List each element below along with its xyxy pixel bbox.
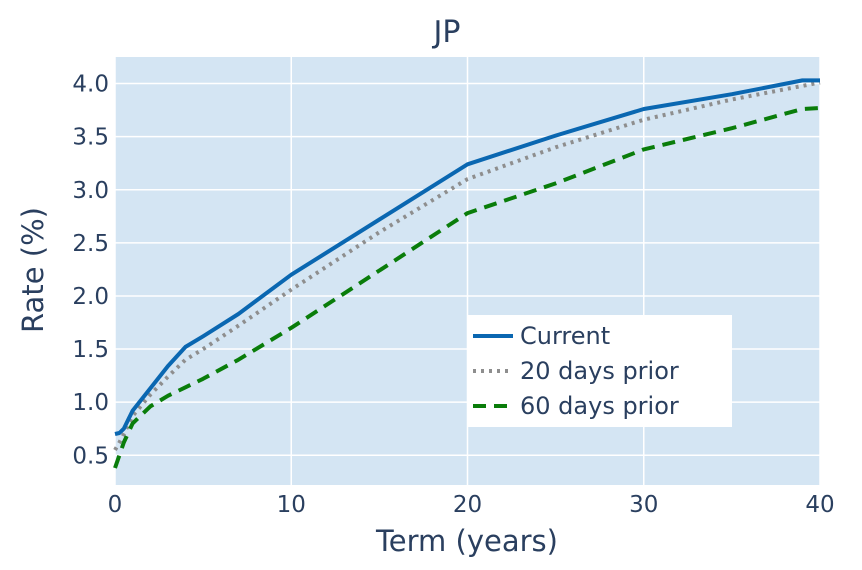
y-axis-title: Rate (%) [16, 207, 50, 333]
y-tick-label: 3.0 [72, 178, 109, 204]
y-tick-label: 0.5 [72, 443, 109, 469]
x-tick-label: 10 [277, 492, 306, 518]
y-tick-label: 1.5 [72, 337, 109, 363]
legend-label: 20 days prior [520, 357, 679, 385]
tick-labels: 0 10 20 30 40 0.5 1.0 1.5 2.0 2.5 3.0 3.5 4.0 [72, 72, 834, 518]
x-tick-label: 40 [805, 492, 834, 518]
series-lines [113, 78, 821, 469]
chart-title: JP [432, 15, 461, 50]
x-tick-label: 0 [108, 492, 123, 518]
series-line-2 [113, 106, 821, 469]
legend: Current 20 days prior 60 days prior [468, 315, 732, 427]
legend-label: 60 days prior [520, 392, 679, 420]
x-tick-label: 30 [629, 492, 658, 518]
series-line-0 [114, 78, 820, 436]
y-tick-label: 2.5 [72, 231, 109, 257]
y-tick-label: 1.0 [72, 390, 109, 416]
x-tick-label: 20 [453, 492, 482, 518]
y-tick-label: 3.5 [72, 125, 109, 151]
legend-label: Current [520, 322, 610, 350]
legend-box [468, 315, 732, 427]
y-tick-label: 2.0 [72, 284, 109, 310]
y-tick-label: 4.0 [72, 72, 109, 98]
x-axis-title: Term (years) [375, 524, 558, 558]
